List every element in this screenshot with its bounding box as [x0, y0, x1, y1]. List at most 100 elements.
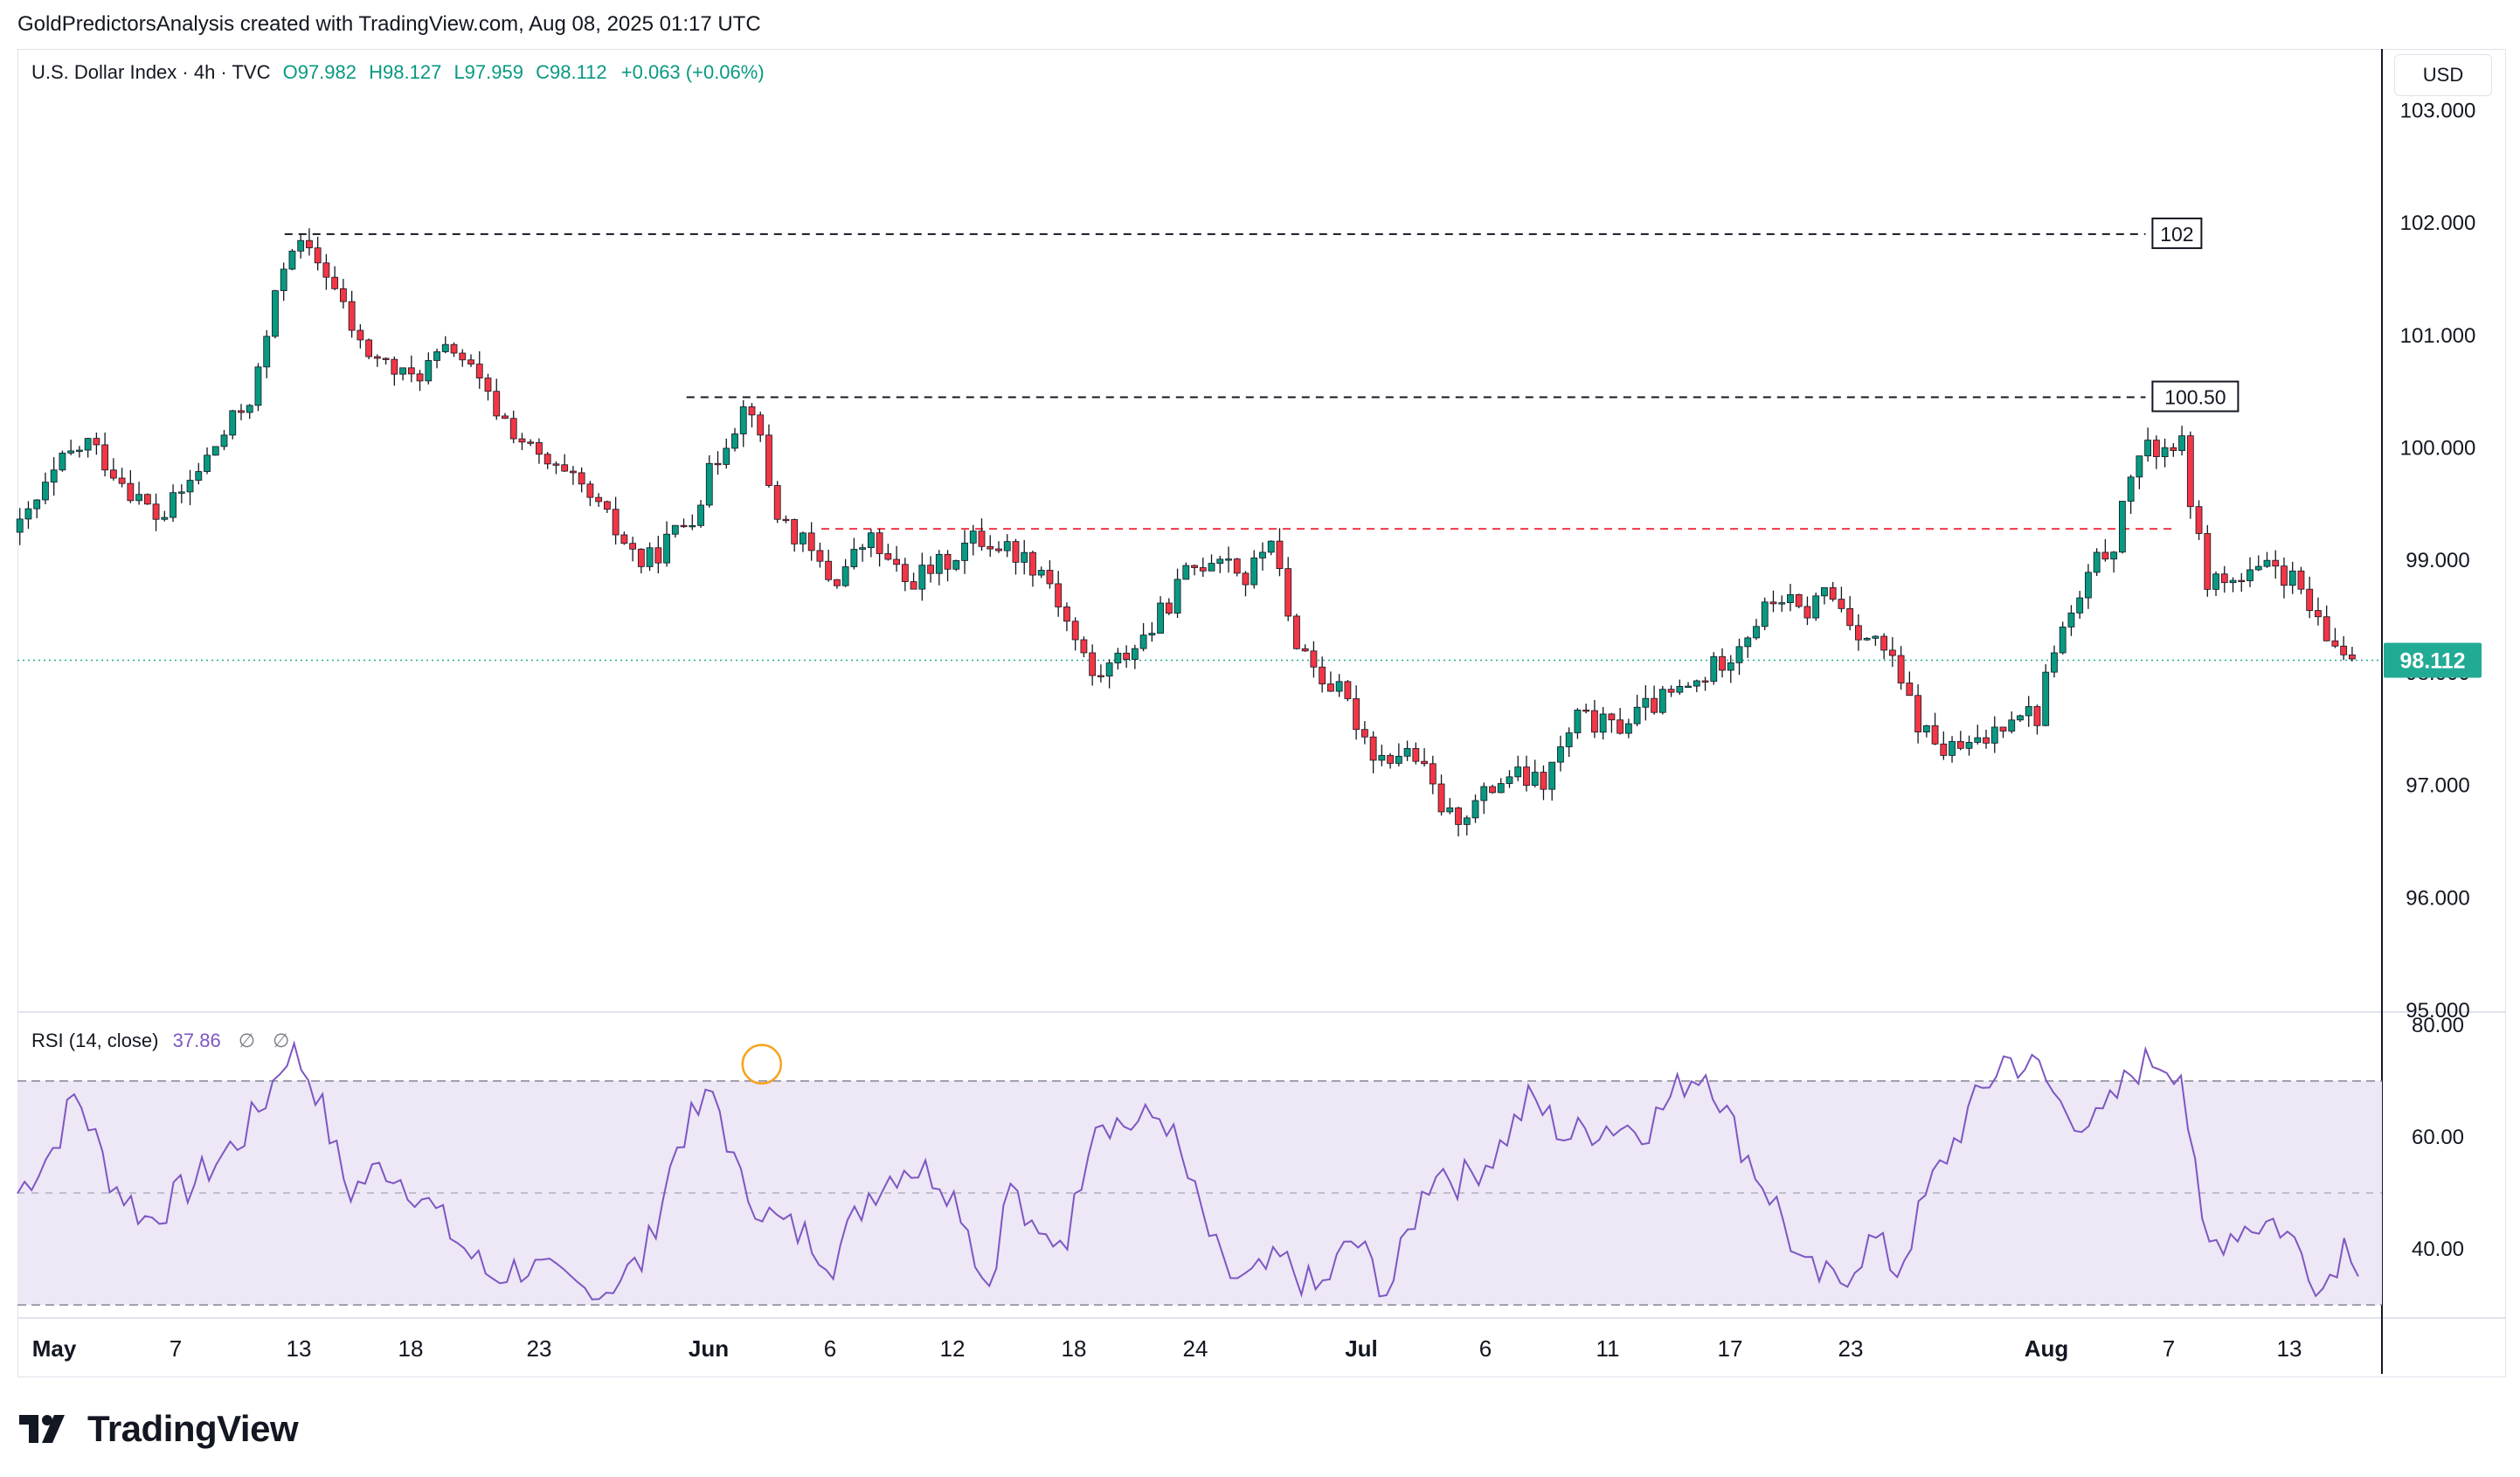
price-tick-label: 96.000 — [2406, 886, 2469, 910]
candle-up — [2212, 573, 2219, 590]
candle-down — [1071, 621, 1079, 641]
candle-down — [1829, 587, 1837, 600]
candle-down — [2340, 645, 2348, 655]
high-value: H98.127 — [369, 61, 442, 83]
candle-up — [263, 336, 271, 368]
candle-down — [1897, 655, 1905, 683]
candle-down — [825, 560, 833, 580]
candle-up — [1506, 776, 1513, 784]
candle-down — [782, 518, 790, 522]
currency-selector[interactable]: USD — [2394, 54, 2492, 96]
rsi-tick-label: 60.00 — [2412, 1126, 2464, 1149]
candle-down — [416, 373, 424, 382]
candle-up — [2110, 551, 2118, 560]
candle-down — [901, 564, 909, 582]
candle-down — [612, 509, 620, 536]
time-tick-label: 7 — [2163, 1335, 2175, 1362]
candle-up — [1182, 565, 1190, 580]
candle-down — [1293, 615, 1300, 649]
tradingview-logo[interactable]: TradingView — [19, 1407, 299, 1451]
candle-up — [739, 406, 747, 434]
candle-up — [177, 491, 185, 494]
candle-up — [2263, 559, 2271, 567]
chart-caption: GoldPredictorsAnalysis created with Trad… — [17, 12, 761, 36]
candle-down — [884, 553, 892, 560]
candle-down — [1846, 607, 1854, 627]
candle-down — [382, 357, 390, 360]
time-tick-label: 13 — [2277, 1335, 2302, 1362]
candle-down — [629, 543, 637, 550]
candle-down — [714, 462, 722, 466]
level-label-box — [2151, 217, 2203, 249]
candle-up — [2178, 435, 2185, 451]
candle-down — [2281, 565, 2288, 586]
candle-up — [1744, 637, 1752, 648]
candle-up — [195, 471, 203, 481]
candle-up — [2017, 715, 2024, 721]
candle-down — [2204, 533, 2212, 590]
candle-down — [127, 482, 135, 502]
candle-up — [1021, 551, 1028, 563]
rsi-placeholder-2: ∅ — [273, 1030, 290, 1051]
candle-up — [24, 508, 32, 520]
candle-down — [1353, 698, 1360, 731]
candle-down — [586, 483, 594, 498]
time-tick-label: 11 — [1596, 1335, 1620, 1362]
candle-up — [425, 360, 433, 382]
candle-up — [1693, 680, 1700, 687]
candle-down — [1489, 786, 1496, 794]
candle-down — [1319, 666, 1326, 684]
candle-down — [944, 553, 952, 570]
rsi-tick-label: 80.00 — [2412, 1014, 2464, 1037]
candle-down — [1012, 541, 1020, 563]
candle-up — [841, 566, 849, 586]
candle-down — [791, 519, 799, 544]
candle-down — [322, 262, 330, 278]
candle-down — [543, 454, 551, 465]
candle-up — [59, 452, 66, 471]
candle-up — [1148, 633, 1156, 636]
price-tick-label: 103.000 — [2400, 99, 2476, 122]
symbol-label: U.S. Dollar Index · 4h · TVC — [31, 61, 271, 83]
candle-up — [2076, 597, 2084, 614]
candle-up — [1735, 646, 1743, 663]
candle-up — [1642, 697, 1650, 708]
price-tick-label: 101.000 — [2400, 324, 2476, 348]
candle-down — [893, 558, 900, 565]
candle-down — [1046, 570, 1054, 585]
candle-down — [1914, 695, 1921, 732]
candle-down — [595, 496, 603, 503]
candle-down — [391, 358, 398, 375]
candle-up — [433, 351, 440, 361]
candle-down — [1344, 681, 1352, 699]
candle-up — [186, 480, 194, 493]
candle-up — [1761, 601, 1769, 628]
tradingview-wordmark: TradingView — [87, 1408, 299, 1449]
candle-down — [348, 301, 356, 331]
candle-down — [1582, 710, 1590, 712]
candle-down — [1617, 719, 1624, 734]
candle-up — [1480, 786, 1488, 801]
candle-up — [1105, 662, 1113, 676]
candle-down — [2297, 570, 2305, 590]
candle-up — [1463, 817, 1471, 825]
candle-down — [570, 470, 577, 474]
candle-up — [50, 469, 58, 483]
candle-down — [1412, 748, 1420, 762]
candle-down — [339, 288, 347, 302]
candle-down — [552, 463, 560, 466]
candle-up — [1114, 652, 1122, 663]
candle-down — [357, 329, 364, 341]
candle-down — [109, 469, 117, 479]
change-value: +0.063 (+0.06%) — [620, 61, 765, 83]
candle-down — [1369, 736, 1377, 761]
time-tick-label: 23 — [1838, 1335, 1864, 1362]
candle-down — [1327, 683, 1334, 692]
candle-up — [731, 433, 738, 449]
price-tick-label: 97.000 — [2406, 774, 2469, 798]
candle-down — [1360, 729, 1368, 738]
candle-up — [671, 524, 679, 535]
candle-up — [867, 532, 875, 549]
candle-down — [1301, 648, 1309, 652]
